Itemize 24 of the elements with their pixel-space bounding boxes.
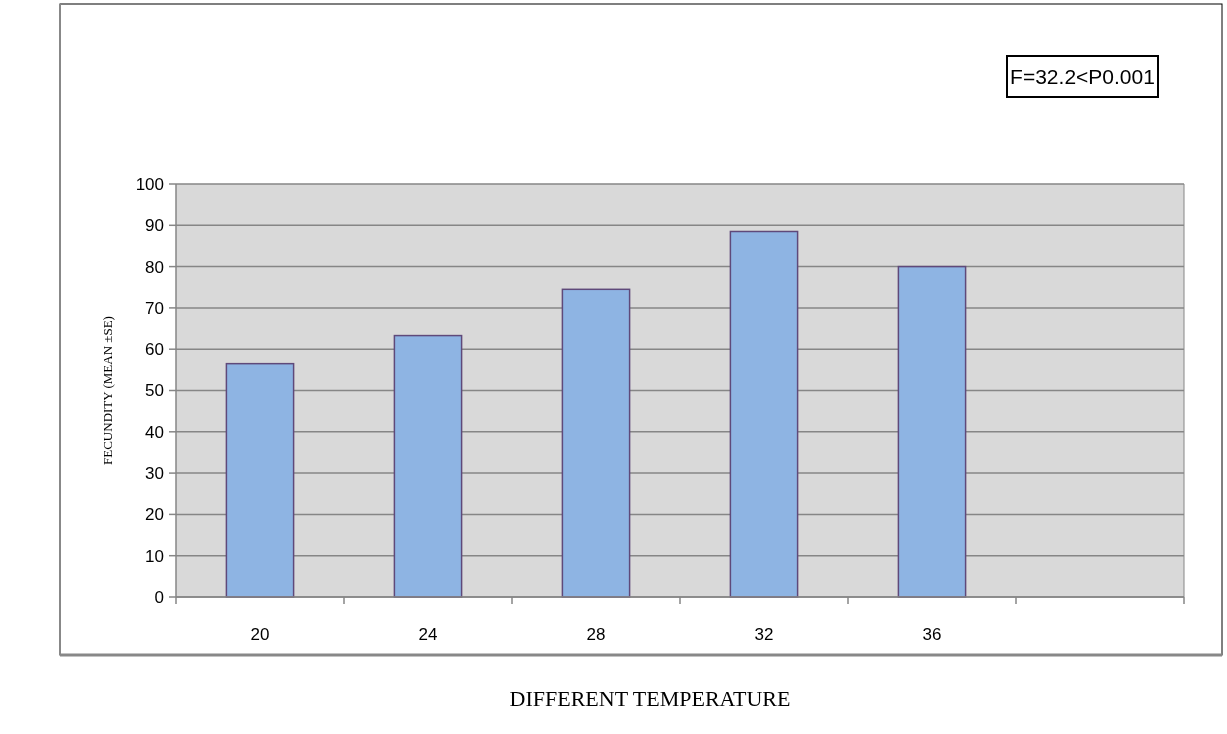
y-tick-label: 70	[145, 298, 164, 318]
y-tick-label: 100	[135, 174, 164, 194]
y-tick-label: 10	[145, 546, 164, 566]
bar	[729, 230, 799, 598]
y-tick-label: 0	[154, 587, 164, 607]
x-tick-label: 28	[586, 625, 606, 644]
x-tick-label: 20	[250, 625, 270, 644]
y-tick-label: 20	[145, 505, 164, 525]
bar	[561, 288, 631, 598]
y-tick-label: 60	[145, 340, 164, 360]
bar	[393, 334, 463, 598]
text: F=32.2<P0.001	[1010, 65, 1155, 89]
y-tick-label: 90	[145, 216, 164, 236]
y-tick-label: 80	[145, 257, 164, 277]
y-axis-title: FECUNDITY (MEAN ±SE)	[100, 316, 115, 465]
bar	[897, 265, 967, 598]
y-tick-label: 30	[145, 464, 164, 484]
y-tick-label: 40	[145, 422, 164, 442]
x-tick-label: 24	[418, 625, 438, 644]
y-tick-label: 50	[145, 381, 164, 401]
x-axis-title: DIFFERENT TEMPERATURE	[509, 686, 791, 711]
bar	[225, 362, 295, 598]
x-tick-label: 36	[922, 625, 942, 644]
x-tick-label: 32	[754, 625, 774, 644]
